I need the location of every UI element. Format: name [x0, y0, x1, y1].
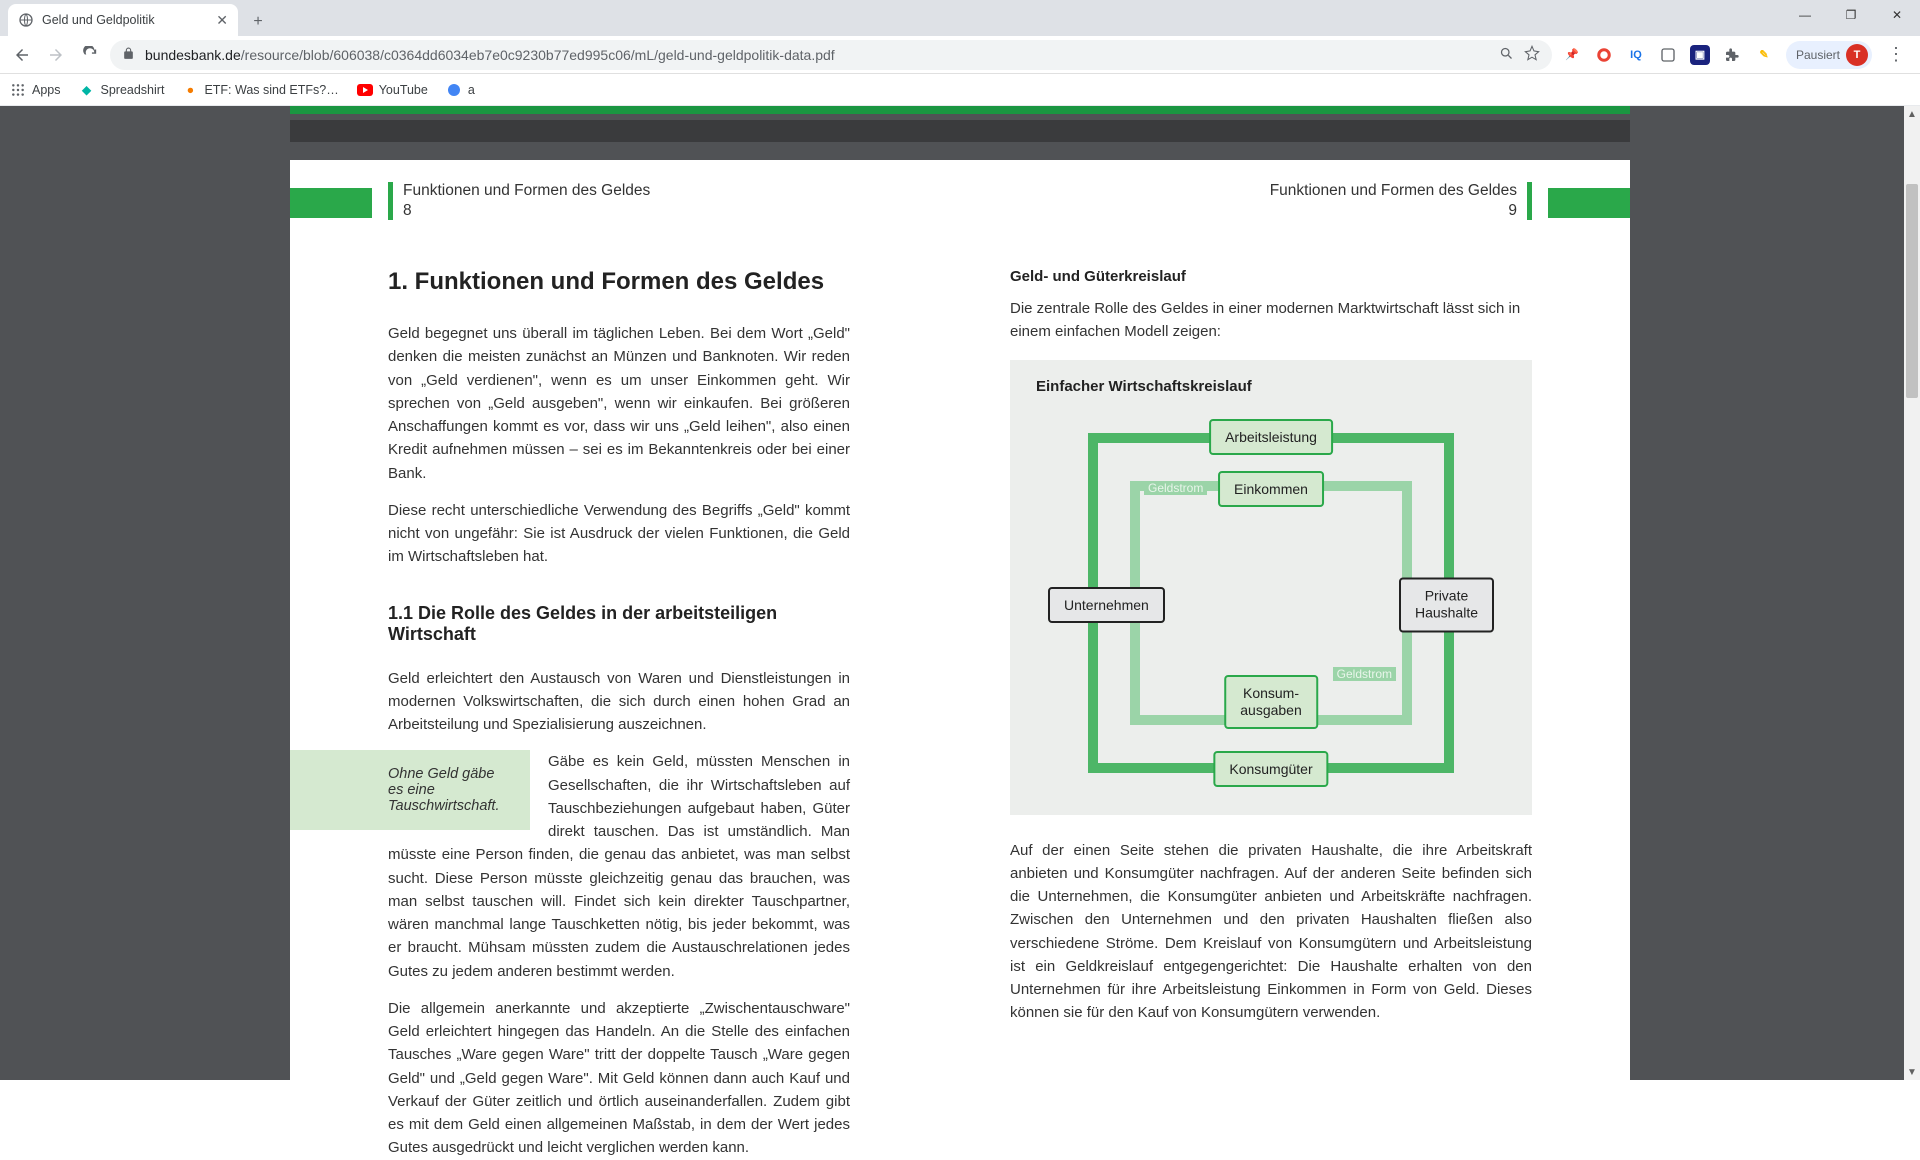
edge-accent-right: [1548, 188, 1630, 218]
toolbar: bundesbank.de/resource/blob/606038/c0364…: [0, 36, 1920, 74]
flow-label-geldstrom-right: Geldstrom: [1333, 667, 1396, 681]
extension-icon-2[interactable]: [1594, 45, 1614, 65]
page-top-accent: [290, 106, 1630, 114]
callout-box: Ohne Geld gäbe es eine Tauschwirtschaft.: [290, 750, 530, 830]
bookmark-apps[interactable]: Apps: [10, 82, 61, 98]
scroll-thumb[interactable]: [1906, 184, 1918, 398]
back-button[interactable]: [8, 41, 36, 69]
scroll-up-arrow-icon[interactable]: ▲: [1904, 106, 1920, 122]
node-konsumgueter: Konsumgüter: [1213, 751, 1328, 787]
extension-icon-6[interactable]: ✎: [1754, 45, 1774, 65]
bookmark-a[interactable]: a: [446, 82, 475, 98]
window-close-button[interactable]: ✕: [1874, 0, 1920, 30]
bookmark-label: ETF: Was sind ETFs?…: [204, 83, 338, 97]
running-head-right: Funktionen und Formen des Geldes 9: [1270, 182, 1532, 220]
star-icon[interactable]: [1524, 45, 1540, 64]
bookmark-spreadshirt[interactable]: ◆ Spreadshirt: [79, 82, 165, 98]
page-right: Funktionen und Formen des Geldes 9 Geld-…: [960, 160, 1630, 1080]
bookmark-favicon-icon: [446, 82, 462, 98]
edge-accent-left: [290, 188, 372, 218]
paragraph: Auf der einen Seite stehen die privaten …: [1010, 839, 1532, 1025]
forward-button[interactable]: [42, 41, 70, 69]
url-text: bundesbank.de/resource/blob/606038/c0364…: [145, 47, 1489, 63]
extension-icon-3[interactable]: IQ: [1626, 45, 1646, 65]
paragraph: Die allgemein anerkannte und akzeptierte…: [388, 997, 850, 1160]
extension-icon-1[interactable]: 📌: [1562, 45, 1582, 65]
page-gap: [290, 120, 1630, 142]
running-head-left: Funktionen und Formen des Geldes 8: [388, 182, 650, 220]
bookmarks-bar: Apps ◆ Spreadshirt ● ETF: Was sind ETFs?…: [0, 74, 1920, 106]
new-tab-button[interactable]: +: [244, 8, 272, 36]
tab-bar: Geld und Geldpolitik ✕ +: [0, 0, 1920, 36]
bookmark-etf[interactable]: ● ETF: Was sind ETFs?…: [182, 82, 338, 98]
tab-title: Geld und Geldpolitik: [42, 13, 155, 27]
document: Funktionen und Formen des Geldes 8 1. Fu…: [290, 106, 1630, 1080]
window-maximize-button[interactable]: ❐: [1828, 0, 1874, 30]
node-unternehmen: Unternehmen: [1048, 587, 1165, 623]
page-left: Funktionen und Formen des Geldes 8 1. Fu…: [290, 160, 960, 1080]
node-arbeitsleistung: Arbeitsleistung: [1209, 419, 1333, 455]
pdf-viewer: ▲ ▼ Funktionen und Formen des Geldes 8 1…: [0, 106, 1920, 1080]
tab-close-button[interactable]: ✕: [216, 12, 228, 29]
apps-grid-icon: [10, 82, 26, 98]
extension-icon-4[interactable]: [1658, 45, 1678, 65]
bookmark-label: a: [468, 83, 475, 97]
extensions-menu-icon[interactable]: [1722, 45, 1742, 65]
bookmark-label: Apps: [32, 83, 61, 97]
profile-status-label: Pausiert: [1796, 48, 1840, 62]
diagram-title: Einfacher Wirtschaftskreislauf: [1030, 378, 1512, 395]
zoom-icon[interactable]: [1499, 46, 1514, 64]
subsection-heading: Geld- und Güterkreislauf: [1010, 268, 1532, 285]
bookmark-favicon-icon: ◆: [79, 82, 95, 98]
scrollbar[interactable]: ▲ ▼: [1904, 106, 1920, 1080]
youtube-icon: [357, 82, 373, 98]
window-minimize-button[interactable]: —: [1782, 0, 1828, 30]
chapter-heading: 1. Funktionen und Formen des Geldes: [388, 268, 850, 296]
browser-menu-button[interactable]: ⋮: [1884, 44, 1908, 65]
economic-circuit-diagram: Einfacher Wirtschaftskreislauf Arbeitsle…: [1010, 360, 1532, 815]
node-einkommen: Einkommen: [1218, 471, 1324, 507]
paragraph: Geld begegnet uns überall im täglichen L…: [388, 322, 850, 485]
paragraph: Geld erleichtert den Austausch von Waren…: [388, 667, 850, 737]
bookmark-favicon-icon: ●: [182, 82, 198, 98]
node-haushalte: PrivateHaushalte: [1399, 577, 1494, 632]
extension-icon-5[interactable]: ▣: [1690, 45, 1710, 65]
bookmark-label: YouTube: [379, 83, 428, 97]
scroll-down-arrow-icon[interactable]: ▼: [1904, 1064, 1920, 1080]
profile-chip[interactable]: Pausiert T: [1786, 41, 1872, 69]
browser-tab[interactable]: Geld und Geldpolitik ✕: [8, 4, 238, 36]
lock-icon: [122, 47, 135, 63]
bookmark-label: Spreadshirt: [101, 83, 165, 97]
reload-button[interactable]: [76, 41, 104, 69]
address-bar[interactable]: bundesbank.de/resource/blob/606038/c0364…: [110, 40, 1552, 70]
profile-avatar: T: [1846, 44, 1868, 66]
node-konsumausgaben: Konsum-ausgaben: [1224, 675, 1318, 729]
toolbar-actions: 📌 IQ ▣ ✎ Pausiert T ⋮: [1558, 41, 1912, 69]
section-heading: 1.1 Die Rolle des Geldes in der arbeitst…: [388, 603, 850, 645]
bookmark-youtube[interactable]: YouTube: [357, 82, 428, 98]
flow-label-geldstrom-left: Geldstrom: [1144, 481, 1207, 495]
paragraph: Diese recht unterschiedliche Verwendung …: [388, 499, 850, 569]
paragraph: Die zentrale Rolle des Geldes in einer m…: [1010, 297, 1532, 344]
tab-favicon-icon: [18, 12, 34, 28]
